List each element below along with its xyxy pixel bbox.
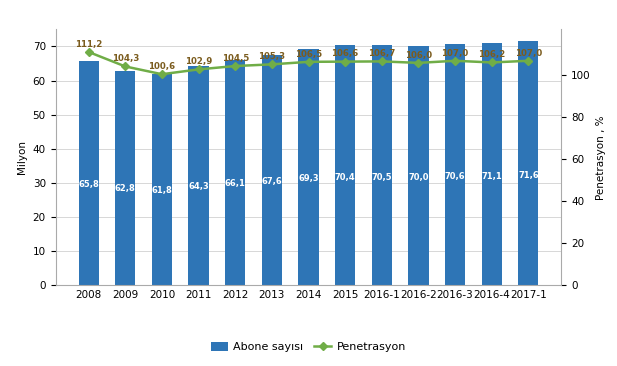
Bar	[152, 74, 172, 285]
Text: 106,6: 106,6	[331, 49, 358, 59]
Bar	[482, 42, 502, 285]
Text: 64,3: 64,3	[188, 182, 209, 191]
Text: 106,7: 106,7	[368, 49, 395, 58]
Text: 65,8: 65,8	[78, 180, 99, 189]
Text: 70,0: 70,0	[408, 173, 429, 182]
Text: 106,0: 106,0	[405, 51, 432, 60]
Bar	[408, 46, 429, 285]
Text: 61,8: 61,8	[152, 186, 172, 195]
Text: 66,1: 66,1	[225, 179, 246, 188]
Y-axis label: Penetrasyon , %: Penetrasyon , %	[597, 115, 607, 199]
Y-axis label: Milyon: Milyon	[17, 141, 27, 174]
Text: 104,3: 104,3	[112, 54, 139, 63]
Text: 71,6: 71,6	[518, 171, 539, 180]
Text: 100,6: 100,6	[148, 62, 175, 71]
Text: 107,0: 107,0	[442, 49, 469, 57]
Bar	[335, 45, 355, 285]
Text: 71,1: 71,1	[481, 172, 502, 181]
Bar	[445, 44, 465, 285]
Text: 62,8: 62,8	[115, 184, 136, 194]
Bar	[371, 45, 392, 285]
Bar	[225, 60, 246, 285]
Text: 102,9: 102,9	[185, 57, 212, 66]
Text: 70,4: 70,4	[335, 173, 355, 182]
Text: 107,0: 107,0	[515, 49, 542, 57]
Bar	[518, 41, 539, 285]
Text: 106,5: 106,5	[295, 50, 322, 59]
Bar	[188, 66, 209, 285]
Text: 111,2: 111,2	[75, 40, 102, 49]
Text: 104,5: 104,5	[222, 54, 249, 63]
Bar	[115, 71, 135, 285]
Legend: Abone sayısı, Penetrasyon: Abone sayısı, Penetrasyon	[207, 338, 410, 357]
Text: 106,2: 106,2	[478, 50, 505, 59]
Bar	[78, 61, 99, 285]
Bar	[299, 49, 318, 285]
Text: 70,6: 70,6	[445, 172, 465, 182]
Text: 69,3: 69,3	[298, 175, 319, 183]
Text: 67,6: 67,6	[262, 177, 282, 186]
Text: 70,5: 70,5	[371, 173, 392, 182]
Text: 105,3: 105,3	[259, 52, 286, 61]
Bar	[262, 55, 282, 285]
